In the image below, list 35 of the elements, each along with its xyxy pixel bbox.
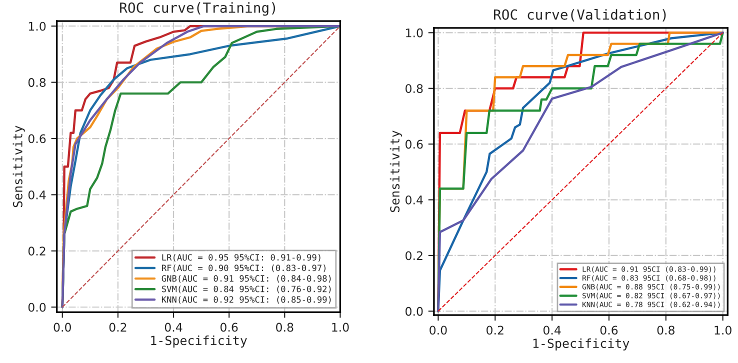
y-tick-label: 0.6 <box>28 134 46 144</box>
y-tick-label: 0.8 <box>406 84 423 94</box>
y-axis-title: Sensitivity <box>12 126 25 208</box>
legend-label: GNB(AUC = 0.91 95%CI: (0.84-0.98) <box>162 275 331 283</box>
y-tick-label: 1.0 <box>406 28 423 38</box>
x-tick-label: 0.2 <box>486 326 504 335</box>
y-tick-label: 0.8 <box>28 78 46 87</box>
x-axis-title: 1-Specificity <box>151 335 247 348</box>
y-tick-label: 0.2 <box>406 251 422 260</box>
legend-label: SVM(AUC = 0.84 95%CI: (0.76-0.92) <box>162 286 331 294</box>
y-tick-label: 0.4 <box>28 190 46 200</box>
legend-label: RF(AUC = 0.90 95%CI: (0.83-0.97) <box>162 264 326 272</box>
y-axis-title: Sensitivity <box>390 130 402 212</box>
y-tick-label: 0.0 <box>28 302 46 312</box>
x-tick-label: 0.6 <box>600 326 618 335</box>
legend-label: LR(AUC = 0.95 95%CI: 0.91-0.99) <box>162 254 320 262</box>
chart-title: ROC curve(Training) <box>120 2 276 16</box>
x-tick-label: 0.8 <box>276 322 294 332</box>
y-tick-label: 0.4 <box>406 196 423 204</box>
chart-title: ROC curve(Validation) <box>494 8 666 22</box>
y-tick-label: 1.0 <box>28 22 46 31</box>
x-axis-title: 1-Specificity <box>533 338 630 350</box>
x-tick-label: 0.0 <box>430 326 447 335</box>
y-tick-label: 0.0 <box>406 306 423 316</box>
x-tick-label: 0.4 <box>164 322 182 332</box>
x-tick-label: 0.6 <box>220 322 238 332</box>
x-tick-label: 0.2 <box>109 322 126 332</box>
x-tick-label: 0.0 <box>54 322 71 332</box>
x-tick-label: 0.8 <box>657 326 674 335</box>
legend-label: KNN(AUC = 0.92 95%CI: (0.85-0.99) <box>162 296 331 304</box>
y-tick-label: 0.2 <box>28 246 46 256</box>
y-tick-label: 0.6 <box>406 140 423 149</box>
x-tick-label: 0.4 <box>543 326 561 335</box>
x-tick-label: 1.0 <box>332 322 349 332</box>
x-tick-label: 1.0 <box>714 326 732 335</box>
